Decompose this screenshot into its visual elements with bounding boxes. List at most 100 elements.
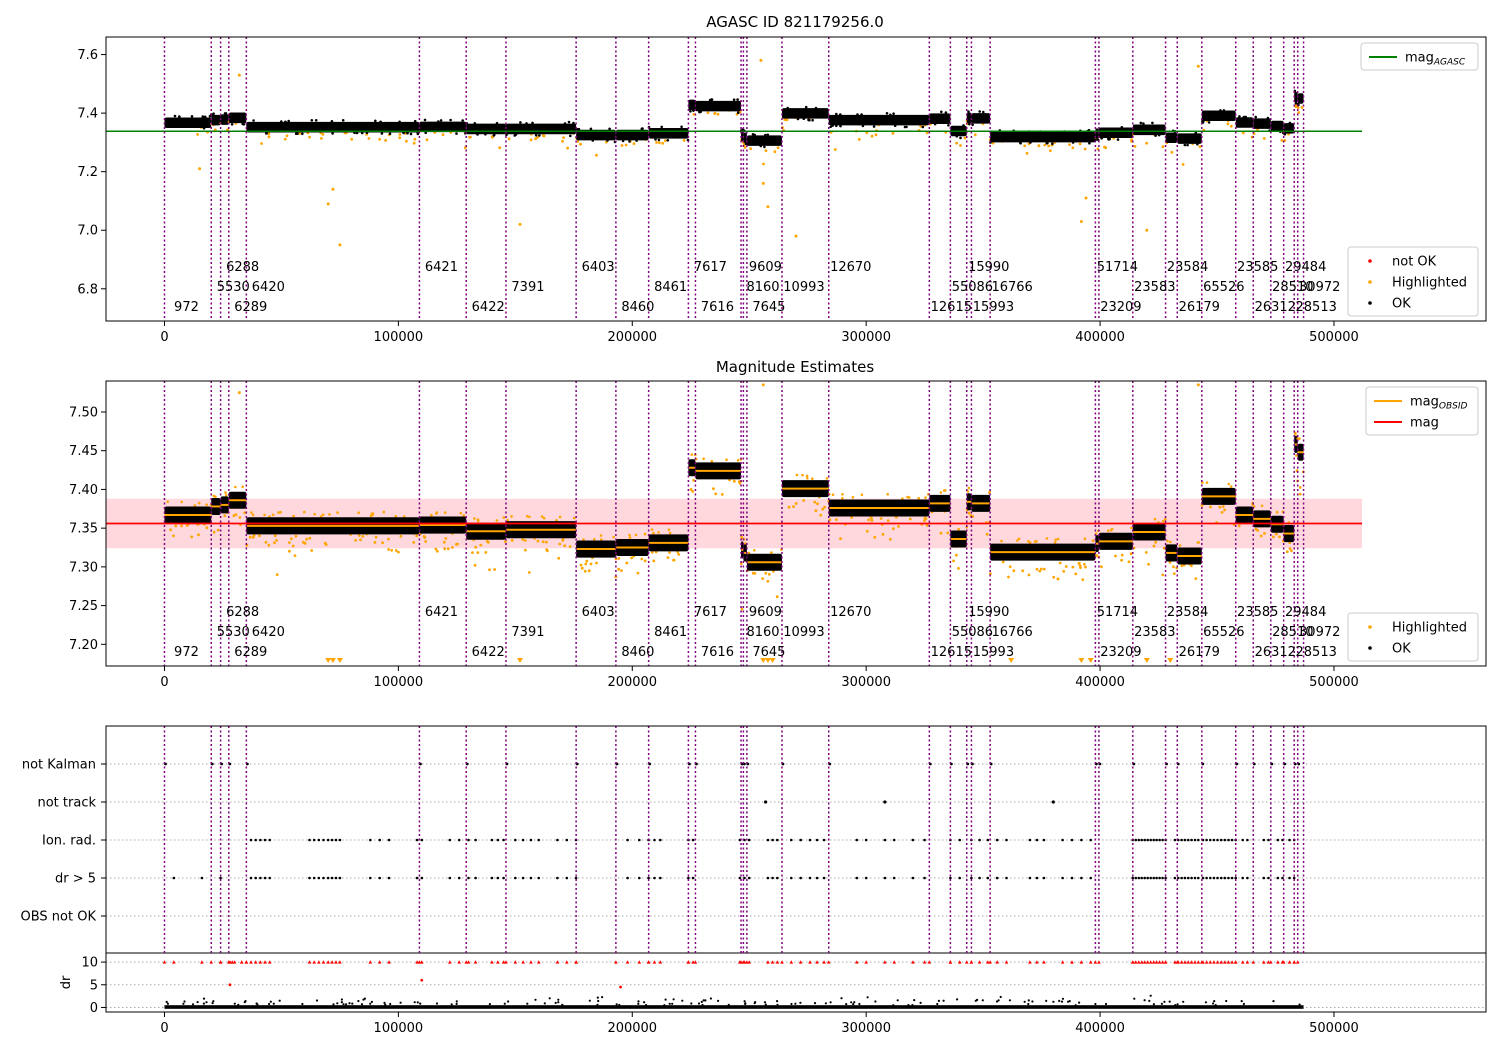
ok-point [982,110,985,114]
dr-gt-5-point [474,876,477,880]
highlighted-point [952,559,955,563]
ok-point [839,124,842,128]
dr-capped-marker [693,960,698,964]
dr-ok-point [937,999,941,1003]
ok-point [640,127,644,131]
highlighted-point [585,559,589,563]
highlighted-point [1288,547,1292,550]
dr-gt-5-point [1180,876,1183,880]
flag-label: not track [37,796,96,811]
ok-point [978,110,981,113]
obsid-label: 15990 [968,260,1009,275]
highlighted-point [451,546,454,549]
dr-gt-5-point [1173,876,1177,880]
highlighted-point [1226,122,1230,126]
dr-ok-point [1045,999,1048,1003]
dr-capped-marker [555,960,560,964]
highlighted-point [580,566,584,570]
dr-capped-marker [1240,960,1245,964]
highlighted-point [1100,565,1103,569]
ok-point [1108,137,1111,141]
off-scale-marker [760,658,767,663]
dr-gt-5-point [1149,876,1152,880]
dr-ok-point [416,1001,419,1004]
highlighted-point [563,544,567,548]
dr-gt-5-point [490,876,494,880]
legend-label: OK [1392,642,1411,657]
ok-point [492,134,496,137]
dr-ok-point [1160,1002,1163,1005]
obsid-label: 23585 [1237,605,1278,620]
highlighted-point [973,133,977,137]
legend-subscript: OBSID [1439,402,1468,412]
ion-rad-point [790,838,793,842]
dr-ok-point [557,998,560,1001]
ok-point [525,122,528,125]
highlighted-point [308,536,312,540]
obsid-label: 7645 [752,300,785,315]
dr-capped-marker [312,960,316,964]
highlighted-point [1103,145,1106,149]
highlighted-point [212,494,215,498]
highlighted-point [959,144,962,147]
highlighted-point [1262,137,1266,140]
highlighted-point [924,517,928,521]
highlighted-point [504,540,507,543]
dr-ok-point [644,1004,648,1007]
highlighted-point [1083,147,1087,151]
dr-ok-point [1031,1000,1034,1003]
highlighted-point [331,187,335,191]
highlighted-point [310,549,314,552]
highlighted-point [743,146,747,149]
ok-points-band [1201,110,1236,122]
dr-ok-point [776,1000,779,1003]
y-tick-label: 7.20 [69,638,98,653]
highlighted-point [415,534,419,538]
dr-ok-point [1074,1004,1077,1007]
highlighted-point [636,571,640,575]
ok-point [341,119,345,122]
obsid-label: 7645 [752,645,785,660]
obsid-label: 7391 [511,280,544,295]
dr-ok-point [709,997,713,1000]
ion-rad-point [1152,838,1155,842]
dr-gt-5-point [317,876,321,880]
dr-ok-point [340,998,343,1001]
highlighted-point [839,537,842,541]
highlighted-point [399,534,403,538]
highlighted-point [540,515,544,518]
ok-points-band [828,114,930,126]
highlighted-point [193,504,197,507]
ok-point [944,111,948,114]
dr-gt-5-point [1227,876,1230,880]
highlighted-point [661,141,665,145]
dr-capped-marker [1157,960,1162,964]
dr-gt-5-point [1155,876,1158,880]
highlighted-point [1038,569,1042,573]
dr-capped-marker [1215,960,1220,964]
dr-gt-5-point [790,876,793,880]
ion-rad-point [1209,838,1212,842]
dr-ok-point [588,999,591,1002]
dr-gt-5-point [1288,876,1291,880]
ion-rad-point [1149,838,1152,842]
dr-ok-point [351,1002,354,1005]
highlighted-point [923,519,926,523]
highlighted-point [957,567,960,570]
ok-points-band [1283,123,1295,134]
dr-capped-marker [326,960,331,964]
highlighted-point [1296,437,1299,441]
highlighted-point [732,479,736,483]
ion-rad-point [467,838,470,842]
highlighted-point [1043,143,1047,147]
dr-gt-5-point [1230,876,1234,880]
highlighted-point [744,542,747,545]
dr-capped-marker [521,960,525,964]
ok-points-band [211,114,221,126]
legend-label: mag [1410,416,1439,431]
x-tick-label: 500000 [1309,675,1359,690]
x-tick-label: 0 [160,675,168,690]
ok-point [885,112,889,115]
ok-points-band [505,123,577,135]
